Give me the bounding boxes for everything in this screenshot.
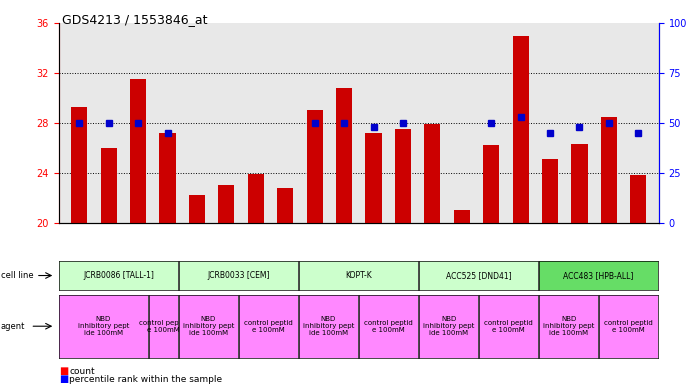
Text: ACC483 [HPB-ALL]: ACC483 [HPB-ALL] — [564, 271, 633, 280]
Bar — [159, 133, 176, 223]
Text: control peptid
e 100mM: control peptid e 100mM — [604, 320, 653, 333]
Bar — [71, 107, 88, 223]
Bar — [395, 129, 411, 223]
Text: count: count — [69, 367, 95, 376]
Text: ■: ■ — [59, 366, 68, 376]
Text: NBD
inhibitory pept
ide 100mM: NBD inhibitory pept ide 100mM — [183, 316, 234, 336]
Text: NBD
inhibitory pept
ide 100mM: NBD inhibitory pept ide 100mM — [78, 316, 129, 336]
Bar — [483, 146, 500, 223]
Text: NBD
inhibitory pept
ide 100mM: NBD inhibitory pept ide 100mM — [303, 316, 354, 336]
Bar — [601, 117, 617, 223]
Text: agent: agent — [1, 322, 25, 331]
Bar — [571, 144, 588, 223]
Bar — [277, 188, 293, 223]
Bar — [248, 174, 264, 223]
Bar — [101, 148, 117, 223]
Text: NBD
inhibitory pept
ide 100mM: NBD inhibitory pept ide 100mM — [423, 316, 474, 336]
Bar — [630, 175, 647, 223]
Text: control peptid
e 100mM: control peptid e 100mM — [139, 320, 188, 333]
Text: control peptid
e 100mM: control peptid e 100mM — [364, 320, 413, 333]
Text: NBD
inhibitory pept
ide 100mM: NBD inhibitory pept ide 100mM — [543, 316, 594, 336]
Bar — [542, 159, 558, 223]
Text: JCRB0033 [CEM]: JCRB0033 [CEM] — [207, 271, 270, 280]
Text: cell line: cell line — [1, 271, 33, 280]
Text: KOPT-K: KOPT-K — [345, 271, 372, 280]
Bar — [306, 111, 323, 223]
Bar — [189, 195, 205, 223]
Text: GDS4213 / 1553846_at: GDS4213 / 1553846_at — [62, 13, 208, 26]
Text: percentile rank within the sample: percentile rank within the sample — [69, 374, 222, 384]
Text: control peptid
e 100mM: control peptid e 100mM — [484, 320, 533, 333]
Bar — [366, 133, 382, 223]
Text: ■: ■ — [59, 374, 68, 384]
Text: ACC525 [DND41]: ACC525 [DND41] — [446, 271, 511, 280]
Bar — [130, 79, 146, 223]
Bar — [424, 124, 440, 223]
Bar — [513, 36, 529, 223]
Bar — [454, 210, 470, 223]
Bar — [336, 88, 352, 223]
Bar — [218, 185, 235, 223]
Text: JCRB0086 [TALL-1]: JCRB0086 [TALL-1] — [83, 271, 154, 280]
Text: control peptid
e 100mM: control peptid e 100mM — [244, 320, 293, 333]
